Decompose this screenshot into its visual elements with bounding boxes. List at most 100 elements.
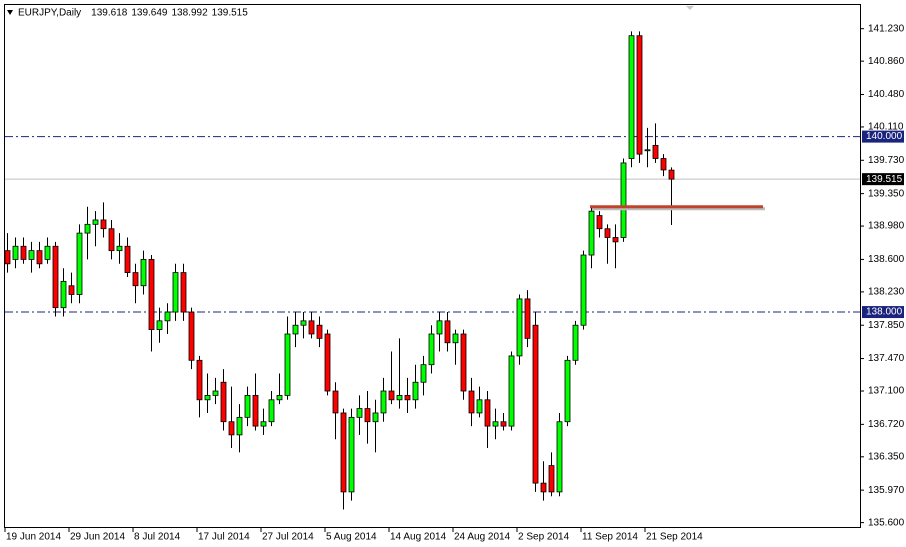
x-tick-label: 5 Aug 2014	[326, 532, 377, 543]
header-value: 139.649	[131, 8, 168, 19]
candle-body	[580, 254, 587, 326]
candle-body	[220, 381, 227, 423]
candle-body	[52, 245, 59, 309]
candle-body	[484, 399, 491, 427]
candle-body	[188, 311, 195, 361]
candle-body	[500, 421, 507, 427]
candle-body	[572, 324, 579, 361]
candle-body	[180, 272, 187, 313]
candle-body	[36, 250, 43, 265]
candle-body	[532, 324, 539, 484]
candle-body	[364, 408, 371, 423]
candle-body	[388, 390, 395, 401]
x-tick-label: 11 Sep 2014	[582, 532, 638, 543]
candle-body	[204, 395, 211, 401]
candle-body	[380, 390, 387, 414]
candle-body	[636, 35, 643, 155]
y-tick-label: 135.970	[868, 485, 905, 496]
x-tick-label: 2 Sep 2014	[518, 532, 570, 543]
candle-body	[356, 408, 363, 418]
y-tick-label: 139.730	[868, 155, 905, 166]
x-tick-label: 19 Jun 2014	[6, 532, 61, 543]
candle-body	[84, 223, 91, 234]
candle-body	[300, 320, 307, 326]
candle-body	[540, 482, 547, 493]
level-label: 140.000	[866, 131, 903, 142]
candle-body	[628, 35, 635, 159]
x-tick-label: 27 Jul 2014	[262, 532, 314, 543]
candle-body	[316, 324, 323, 339]
y-tick-label: 138.980	[868, 221, 905, 232]
x-tick-label: 24 Aug 2014	[454, 532, 511, 543]
plot-frame	[4, 4, 861, 528]
candle-body	[476, 399, 483, 414]
candle-body	[212, 390, 219, 396]
candle-body	[164, 311, 171, 322]
candle-body	[620, 162, 627, 238]
candle-body	[252, 395, 259, 427]
candle-body	[444, 320, 451, 344]
candle-body	[516, 298, 523, 357]
candle-body	[644, 149, 651, 152]
price-label-box	[862, 173, 904, 186]
header-symbol: EURJPY,Daily	[18, 8, 81, 19]
header-marker	[7, 10, 13, 15]
candle-body	[604, 228, 611, 238]
candle-body	[148, 259, 155, 331]
candle-body	[116, 245, 123, 252]
candle-body	[92, 219, 99, 225]
candle-body	[524, 298, 531, 339]
candle-body	[156, 320, 163, 331]
candle-body	[276, 395, 283, 401]
candle-body	[12, 245, 19, 260]
y-tick-label: 137.100	[868, 386, 905, 397]
candle-body	[132, 272, 139, 287]
candle-body	[668, 169, 675, 180]
price-label: 139.515	[866, 174, 903, 185]
candle-body	[660, 158, 667, 171]
candle-body	[284, 333, 291, 396]
candle-body	[596, 215, 603, 230]
candle-body	[76, 232, 83, 295]
y-tick-label: 135.600	[868, 517, 905, 528]
candle-body	[324, 333, 331, 392]
candle-body	[196, 359, 203, 401]
y-tick-label: 136.350	[868, 451, 905, 462]
candle-body	[100, 219, 107, 230]
header-value: 139.515	[212, 8, 249, 19]
candle-body	[428, 333, 435, 366]
y-tick-label: 137.470	[868, 353, 905, 364]
y-tick-label: 136.720	[868, 419, 905, 430]
candle-body	[420, 364, 427, 383]
candle-body	[244, 395, 251, 418]
candle-body	[396, 395, 403, 401]
candle-body	[60, 280, 67, 309]
header-value: 138.992	[171, 8, 208, 19]
candle-body	[612, 237, 619, 243]
x-tick-label: 8 Jul 2014	[134, 532, 181, 543]
candle-body	[452, 333, 459, 344]
level-label-box	[862, 306, 904, 319]
candle-body	[28, 250, 35, 260]
candle-body	[268, 399, 275, 423]
candle-body	[20, 245, 27, 260]
candle-body	[332, 390, 339, 414]
y-tick-label: 140.110	[868, 122, 904, 133]
candle-body	[236, 416, 243, 436]
candle-body	[108, 228, 115, 252]
candle-body	[436, 320, 443, 335]
header-value: 139.618	[91, 8, 128, 19]
candle-body	[564, 359, 571, 423]
y-tick-label: 140.860	[868, 56, 905, 67]
candle-body	[260, 421, 267, 427]
candle-body	[340, 412, 347, 493]
candle-body	[652, 144, 659, 159]
y-tick-label: 138.230	[868, 287, 905, 298]
candle-body	[44, 245, 51, 260]
candle-body	[508, 355, 515, 427]
candle-body	[556, 421, 563, 493]
y-tick-label: 139.350	[868, 188, 905, 199]
y-tick-label: 141.230	[868, 23, 905, 34]
candle-body	[228, 421, 235, 436]
